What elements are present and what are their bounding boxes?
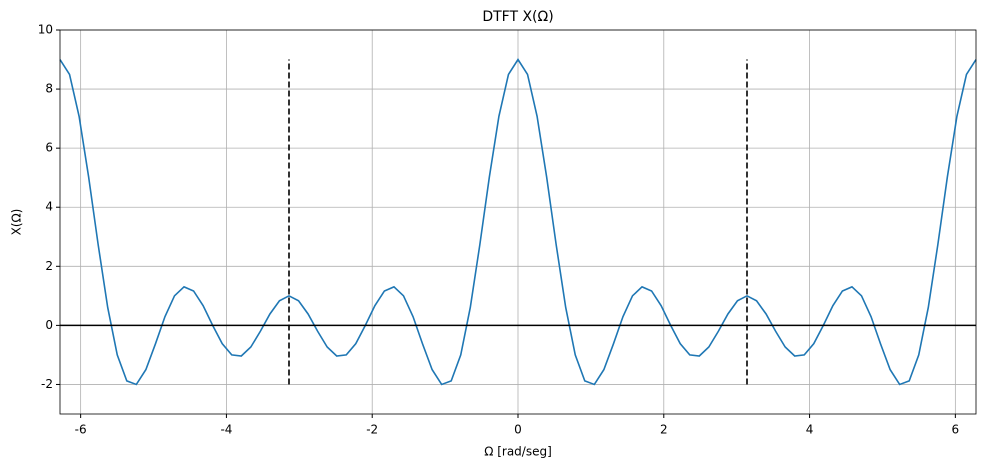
x-tick-label: -2 xyxy=(366,423,378,437)
x-tick-label: 2 xyxy=(660,423,668,437)
y-tick-label: 8 xyxy=(45,82,53,96)
x-tick-label: -4 xyxy=(220,423,232,437)
x-axis-label: Ω [rad/seg] xyxy=(484,445,552,459)
x-tick-label: -6 xyxy=(75,423,87,437)
y-tick-label: 2 xyxy=(45,259,53,273)
plot-frame xyxy=(59,29,977,415)
y-tick-label: 4 xyxy=(45,200,53,214)
x-tick-label: 4 xyxy=(806,423,814,437)
chart-title: DTFT X(Ω) xyxy=(482,9,553,25)
x-tick-label: 6 xyxy=(952,423,960,437)
y-tick-label: -2 xyxy=(41,377,53,391)
y-axis-label: X(Ω) xyxy=(10,209,24,236)
x-tick-label: 0 xyxy=(514,423,522,437)
y-tick-label: 10 xyxy=(38,23,53,37)
y-tick-label: 6 xyxy=(45,141,53,155)
y-tick-label: 0 xyxy=(45,318,53,332)
